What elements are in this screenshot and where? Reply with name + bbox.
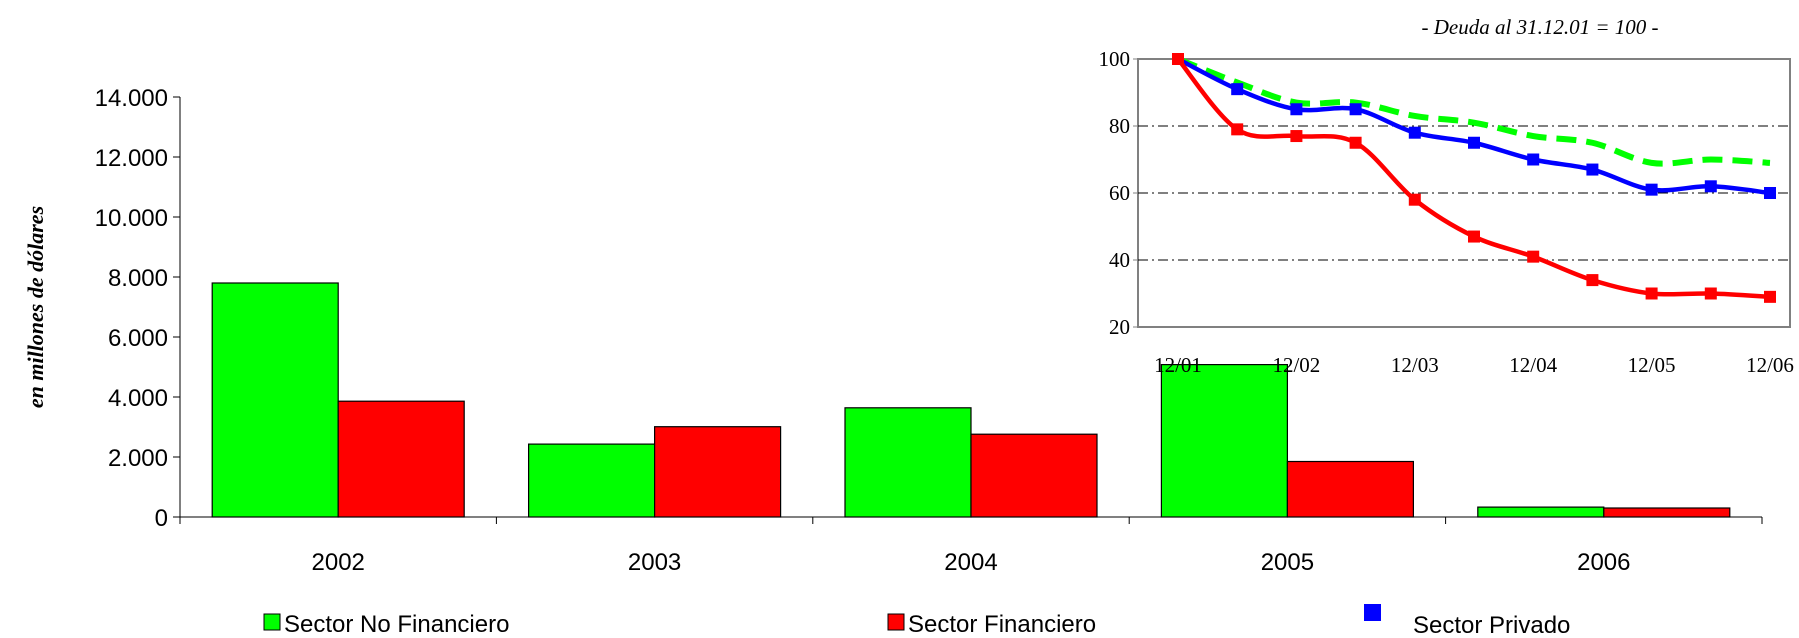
x-tick-label: 2004	[944, 549, 997, 576]
line-marker	[1349, 136, 1362, 149]
line-marker	[1764, 187, 1776, 199]
line-marker	[1586, 163, 1599, 176]
line-marker	[1349, 103, 1362, 116]
y-tick-label: 10.000	[95, 205, 168, 232]
inset-y-tick-label: 80	[1109, 114, 1130, 138]
legend-swatch	[1364, 604, 1381, 621]
y-tick-label: 14.000	[95, 85, 168, 112]
y-tick-label: 0	[155, 505, 168, 532]
line-marker	[1290, 130, 1303, 143]
inset-y-tick-label: 60	[1109, 181, 1130, 205]
line-marker	[1527, 153, 1540, 166]
bar	[1160, 364, 1289, 518]
y-tick-label: 2.000	[108, 445, 168, 472]
bar	[211, 282, 339, 518]
x-tick-label: 2003	[628, 549, 681, 576]
inset-y-tick-label: 40	[1109, 248, 1130, 272]
line-marker	[1586, 274, 1599, 287]
bar	[1286, 460, 1415, 518]
legend-label: Sector Privado	[1413, 612, 1570, 638]
inset-x-tick-label: 12/06	[1746, 353, 1794, 377]
line-marker	[1290, 103, 1303, 116]
bar	[653, 426, 782, 518]
line-marker	[1468, 230, 1480, 243]
inset-subtitle: - Deuda al 31.12.01 = 100 -	[1422, 15, 1659, 39]
line-marker	[1231, 83, 1244, 96]
bar	[970, 433, 1098, 518]
legend-label: Sector No Financiero	[284, 611, 509, 638]
line-marker	[1172, 53, 1184, 65]
line-marker	[1645, 183, 1658, 196]
line-marker	[1468, 136, 1480, 149]
x-tick-label: 2005	[1261, 549, 1314, 576]
inset-x-tick-label: 12/04	[1509, 353, 1557, 377]
line-series	[1176, 57, 1771, 300]
inset-x-tick-label: 12/02	[1272, 353, 1320, 377]
y-tick-label: 12.000	[95, 145, 168, 172]
inset-x-tick-label: 12/05	[1628, 353, 1676, 377]
line-marker	[1704, 180, 1717, 193]
line-marker	[1645, 287, 1658, 300]
bar	[527, 443, 656, 518]
line-marker	[1704, 287, 1717, 300]
y-tick-label: 6.000	[108, 325, 168, 352]
y-tick-label: 4.000	[108, 385, 168, 412]
inset-x-tick-label: 12/03	[1391, 353, 1439, 377]
x-tick-label: 2002	[312, 549, 365, 576]
bar	[844, 407, 972, 518]
line-marker	[1764, 290, 1776, 303]
inset-y-tick-label: 20	[1109, 315, 1130, 339]
bar	[1603, 507, 1731, 518]
line-marker	[1231, 123, 1244, 136]
x-tick-label: 2006	[1577, 549, 1630, 576]
y-axis-label: en millones de dólares	[23, 206, 48, 408]
inset-x-tick-label: 12/01	[1154, 353, 1202, 377]
bar	[337, 400, 465, 518]
line-marker	[1527, 250, 1540, 263]
line-series	[1176, 56, 1771, 167]
legend-swatch	[887, 613, 905, 631]
legend-swatch	[263, 613, 281, 631]
y-tick-label: 8.000	[108, 265, 168, 292]
legend-label: Sector Financiero	[908, 611, 1096, 638]
line-marker	[1408, 126, 1421, 139]
line-marker	[1408, 193, 1421, 206]
inset-y-tick-label: 100	[1099, 47, 1131, 71]
